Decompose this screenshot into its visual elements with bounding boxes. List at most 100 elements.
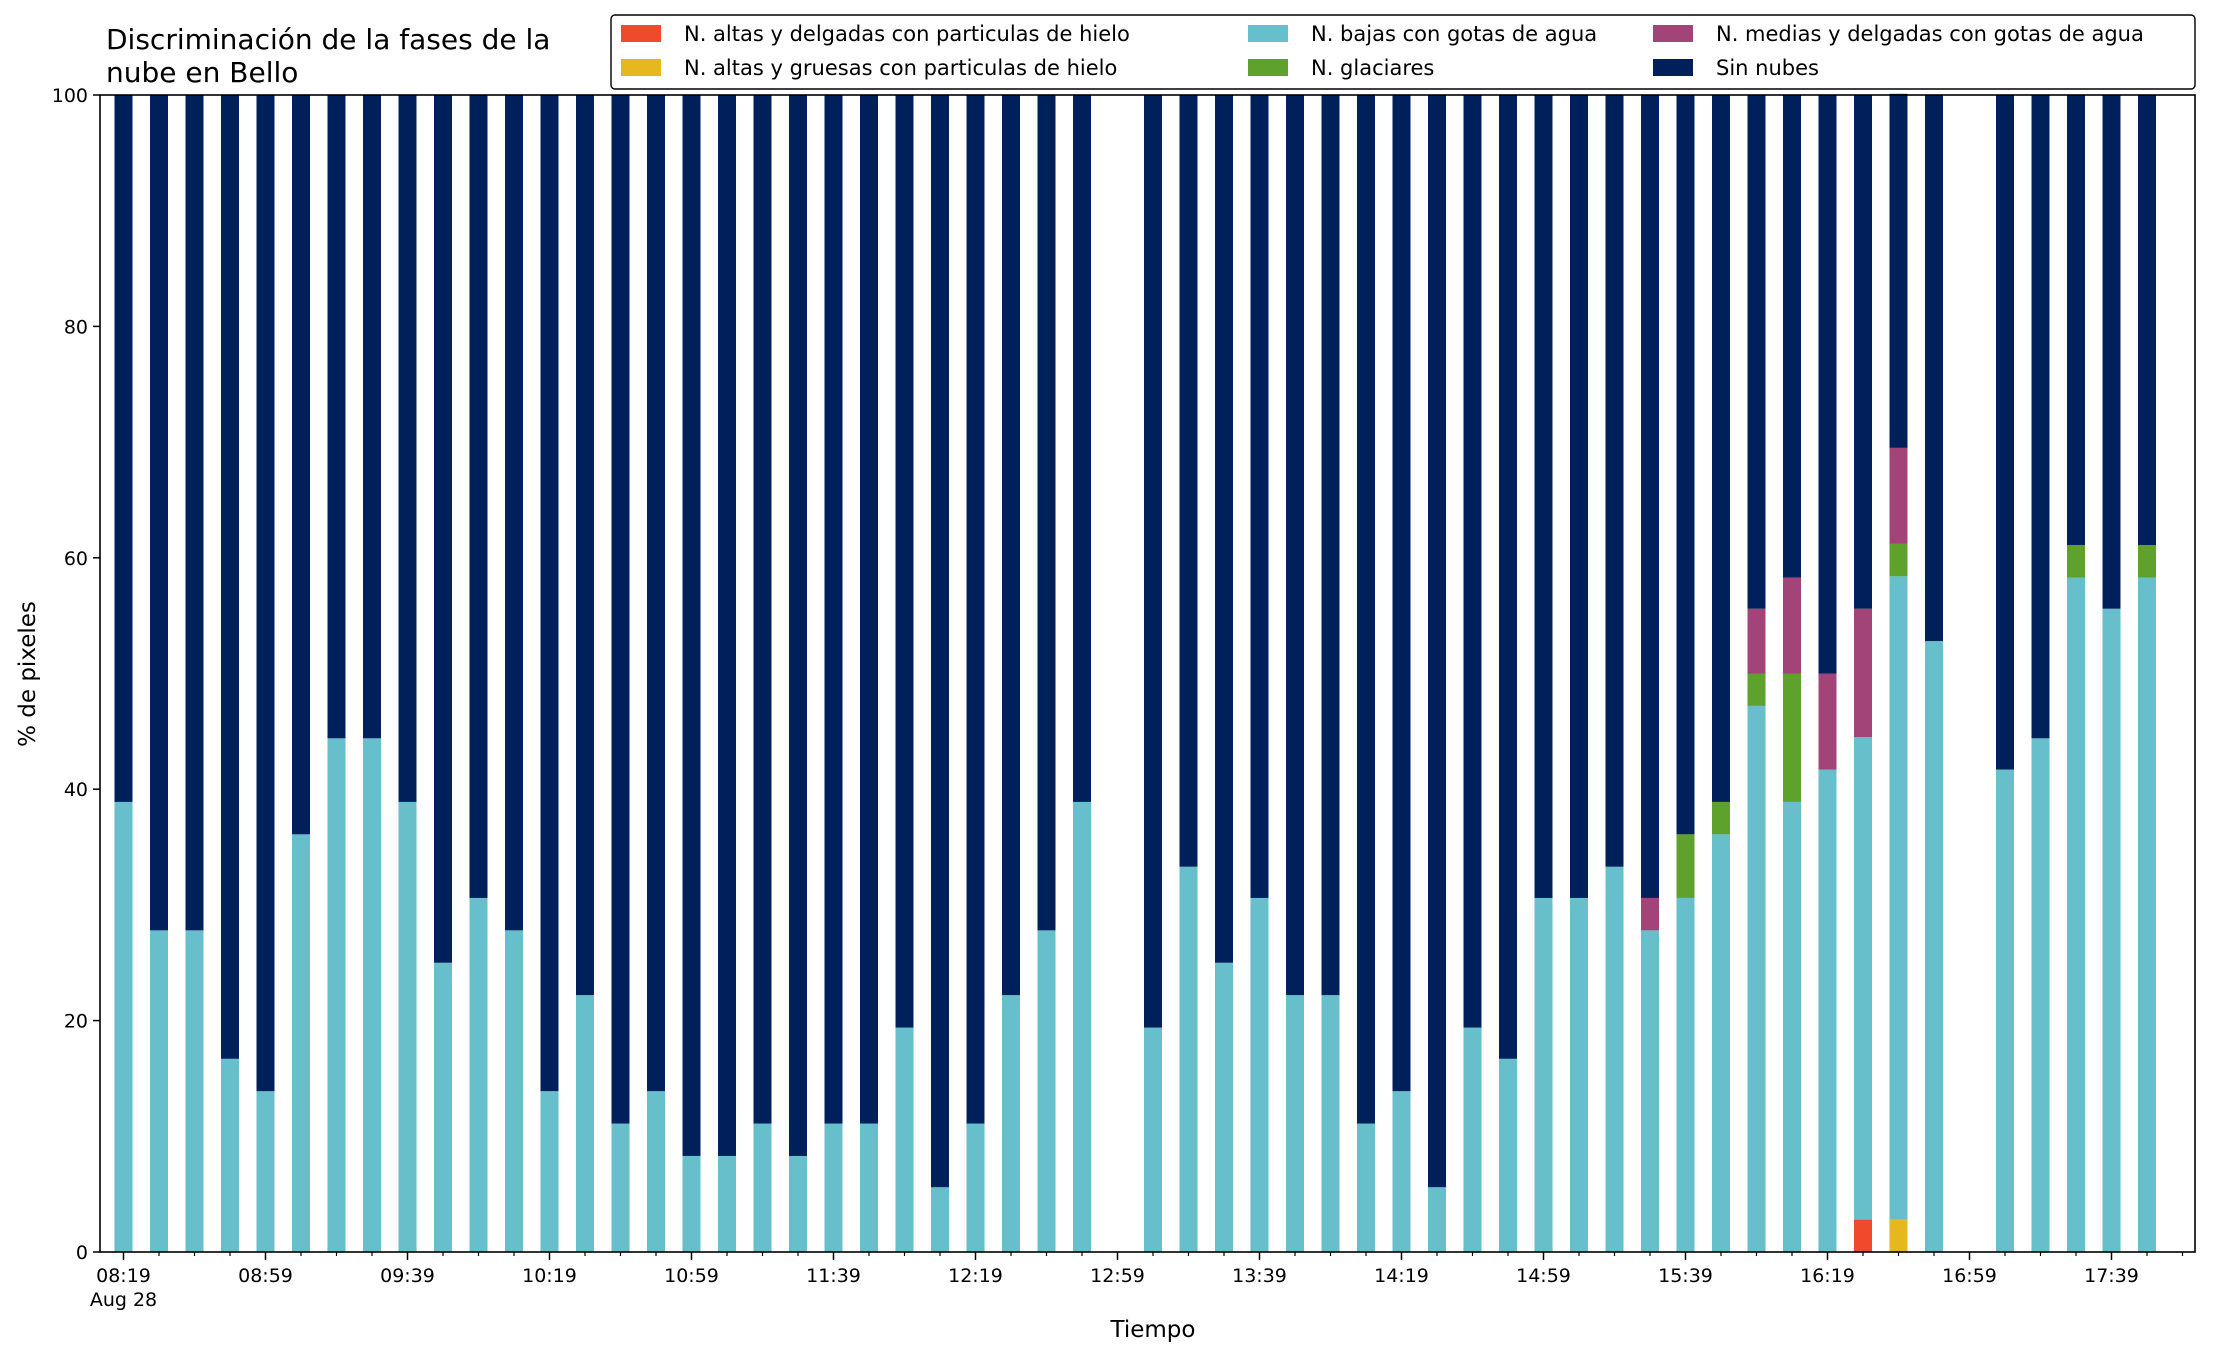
- bar-segment: [1392, 95, 1411, 1092]
- legend-swatch: [1653, 59, 1693, 76]
- bar-segment: [1570, 897, 1588, 1252]
- bar-segment: [1428, 95, 1446, 1188]
- x-tick-label: 15:39: [1658, 1265, 1713, 1287]
- bar-segment: [1605, 95, 1624, 867]
- bar-segment: [1783, 673, 1801, 802]
- y-tick-label: 40: [64, 779, 88, 801]
- bar-segment: [434, 962, 452, 1252]
- bar-segment: [2031, 738, 2050, 1252]
- legend-swatch: [621, 59, 661, 76]
- legend-label: N. glaciares: [1311, 56, 1434, 80]
- bar-segment: [895, 1027, 914, 1252]
- bar-segment: [185, 930, 204, 1252]
- bar-segment: [2138, 577, 2156, 1252]
- bar-segment: [1392, 1091, 1411, 1252]
- legend-label: N. medias y delgadas con gotas de agua: [1716, 22, 2144, 46]
- bar-segment: [363, 738, 381, 1252]
- bar-segment: [1854, 95, 1872, 609]
- bar-segment: [1179, 95, 1198, 867]
- bar-segment: [682, 1155, 701, 1252]
- x-date-label: Aug 28: [90, 1289, 157, 1311]
- bar-segment: [753, 1123, 772, 1252]
- x-tick-label: 17:39: [2084, 1265, 2139, 1287]
- bar-segment: [1783, 95, 1801, 578]
- bar-segment: [114, 801, 133, 1252]
- bar-segment: [824, 1123, 843, 1252]
- bar-segment: [1747, 705, 1766, 1252]
- bar-segment: [966, 1123, 985, 1252]
- bar-segment: [1889, 93, 1908, 448]
- chart-title-line: Discriminación de la fases de la: [106, 23, 550, 56]
- bar-segment: [434, 95, 452, 963]
- bar-segment: [185, 95, 204, 931]
- bar-segment: [327, 95, 346, 739]
- bar-segment: [753, 95, 772, 1124]
- bar-segment: [1712, 95, 1730, 802]
- bar-segment: [256, 1091, 275, 1252]
- bar-segment: [540, 1091, 559, 1252]
- bar-segment: [1747, 673, 1766, 706]
- bar-segment: [1747, 95, 1766, 609]
- legend-label: N. altas y delgadas con particulas de hi…: [684, 22, 1130, 46]
- bar-segment: [469, 95, 488, 898]
- bar-segment: [1641, 897, 1659, 931]
- bar-segment: [2102, 608, 2121, 1252]
- bar-segment: [1605, 866, 1624, 1252]
- x-tick-label: 10:19: [522, 1265, 577, 1287]
- bar-segment: [505, 95, 523, 931]
- x-tick-label: 12:59: [1090, 1265, 1145, 1287]
- bar-segment: [469, 897, 488, 1252]
- bar-segment: [1747, 608, 1766, 674]
- bar-segment: [256, 95, 275, 1092]
- bar-segment: [718, 1155, 736, 1252]
- bar-segment: [1925, 95, 1943, 642]
- bar-segment: [576, 995, 594, 1252]
- bar-segment: [1428, 1187, 1446, 1252]
- bar-segment: [1925, 641, 1943, 1252]
- bar-segment: [398, 95, 417, 802]
- bar-segment: [1570, 95, 1588, 898]
- x-tick-label: 13:39: [1232, 1265, 1287, 1287]
- bar-segment: [1002, 95, 1020, 996]
- bar-segment: [1037, 95, 1056, 931]
- bar-segment: [292, 834, 310, 1252]
- bar-segment: [611, 95, 630, 1124]
- bar-segment: [1818, 769, 1837, 1252]
- bar-segment: [2102, 95, 2121, 609]
- bar-segment: [1889, 1219, 1908, 1252]
- chart-title-line: nube en Bello: [106, 56, 298, 89]
- bar-segment: [1357, 95, 1375, 1124]
- bar-segment: [150, 95, 168, 931]
- legend-label: Sin nubes: [1716, 56, 1819, 80]
- bar-segment: [1499, 1058, 1517, 1252]
- bar-segment: [1783, 801, 1801, 1252]
- bar-segment: [221, 1058, 239, 1252]
- bar-segment: [1783, 577, 1801, 674]
- bar-segment: [931, 1187, 949, 1252]
- bar-segment: [1286, 95, 1304, 996]
- bar-segment: [1889, 543, 1908, 577]
- bar-segment: [860, 1123, 878, 1252]
- y-tick-label: 80: [64, 316, 88, 338]
- bar-segment: [647, 95, 665, 1092]
- bar-segment: [1712, 801, 1730, 835]
- bar-segment: [2067, 95, 2085, 546]
- bar-segment: [505, 930, 523, 1252]
- bar-segment: [221, 95, 239, 1059]
- bar-segment: [1321, 995, 1340, 1252]
- bar-segment: [1037, 930, 1056, 1252]
- bar-segment: [647, 1091, 665, 1252]
- x-tick-label: 10:59: [664, 1265, 719, 1287]
- bar-segment: [2138, 95, 2156, 546]
- legend-label: N. bajas con gotas de agua: [1311, 22, 1597, 46]
- legend-swatch: [1653, 25, 1693, 42]
- legend-swatch: [621, 25, 661, 42]
- bar-segment: [327, 738, 346, 1252]
- y-tick-label: 0: [76, 1242, 88, 1264]
- bar-segment: [576, 95, 594, 996]
- bar-segment: [1250, 897, 1269, 1252]
- x-tick-label: 08:59: [238, 1265, 293, 1287]
- legend-box: [610, 14, 2196, 90]
